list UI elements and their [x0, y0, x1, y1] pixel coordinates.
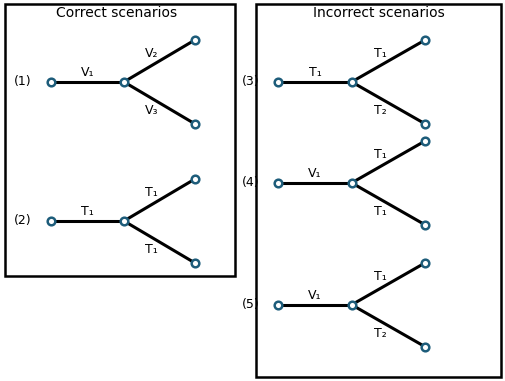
Text: (5): (5) [241, 298, 259, 311]
Text: T₁: T₁ [145, 243, 158, 256]
Text: Correct scenarios: Correct scenarios [56, 6, 177, 20]
Text: T₁: T₁ [145, 186, 158, 199]
Text: V₂: V₂ [144, 47, 158, 60]
Text: V₁: V₁ [80, 66, 94, 79]
Text: Incorrect scenarios: Incorrect scenarios [312, 6, 443, 20]
Text: (4): (4) [241, 176, 259, 189]
Text: (1): (1) [14, 75, 31, 88]
Text: T₁: T₁ [308, 66, 321, 79]
Text: T₁: T₁ [374, 148, 386, 161]
Text: (3): (3) [241, 75, 259, 88]
Text: T₂: T₂ [374, 327, 386, 340]
Bar [255, 4, 500, 377]
Text: V₃: V₃ [144, 104, 158, 117]
Text: V₁: V₁ [308, 167, 321, 180]
Text: T₂: T₂ [374, 104, 386, 117]
Text: T₁: T₁ [374, 205, 386, 218]
Bar [5, 4, 235, 276]
Text: T₁: T₁ [374, 270, 386, 283]
Text: T₁: T₁ [374, 47, 386, 60]
Text: (2): (2) [14, 215, 31, 227]
Text: V₁: V₁ [308, 289, 321, 302]
Text: T₁: T₁ [81, 205, 93, 218]
